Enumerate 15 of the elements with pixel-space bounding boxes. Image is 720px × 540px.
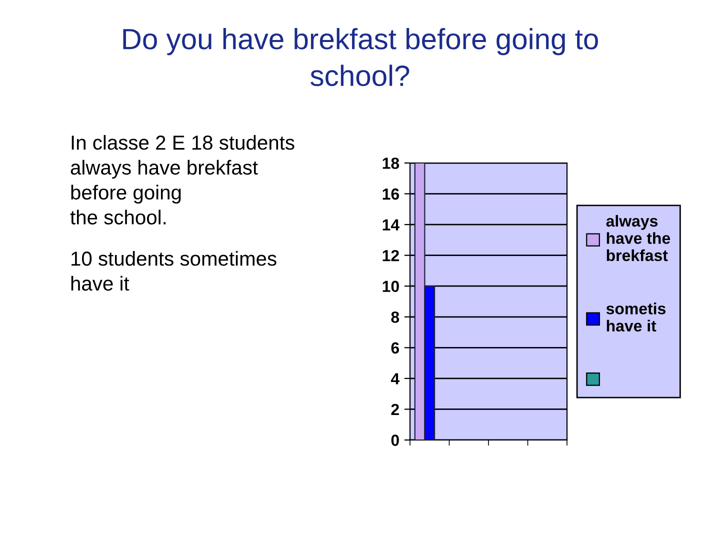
text: 10 students sometimes have it xyxy=(71,251,276,291)
chart-title: Do you have brekfast before going to school? xyxy=(123,28,598,86)
y-tick-label: 6 xyxy=(391,342,400,354)
y-tick-label: 8 xyxy=(391,312,400,323)
y-tick-label: 16 xyxy=(382,188,400,200)
y-tick-label: 4 xyxy=(390,373,400,384)
legend-label: sometis have it xyxy=(606,302,666,332)
y-tick-label: 18 xyxy=(382,158,400,169)
y-tick-label: 14 xyxy=(382,219,400,230)
text: In classe 2 E 18 students always have brekfast before going the school. xyxy=(70,135,294,224)
y-tick-label: 0 xyxy=(391,434,399,446)
y-tick-label: 12 xyxy=(382,250,399,262)
legend-label: always have the brekfast xyxy=(606,214,670,262)
y-tick-label: 2 xyxy=(391,404,399,416)
y-tick-label: 10 xyxy=(382,280,399,292)
